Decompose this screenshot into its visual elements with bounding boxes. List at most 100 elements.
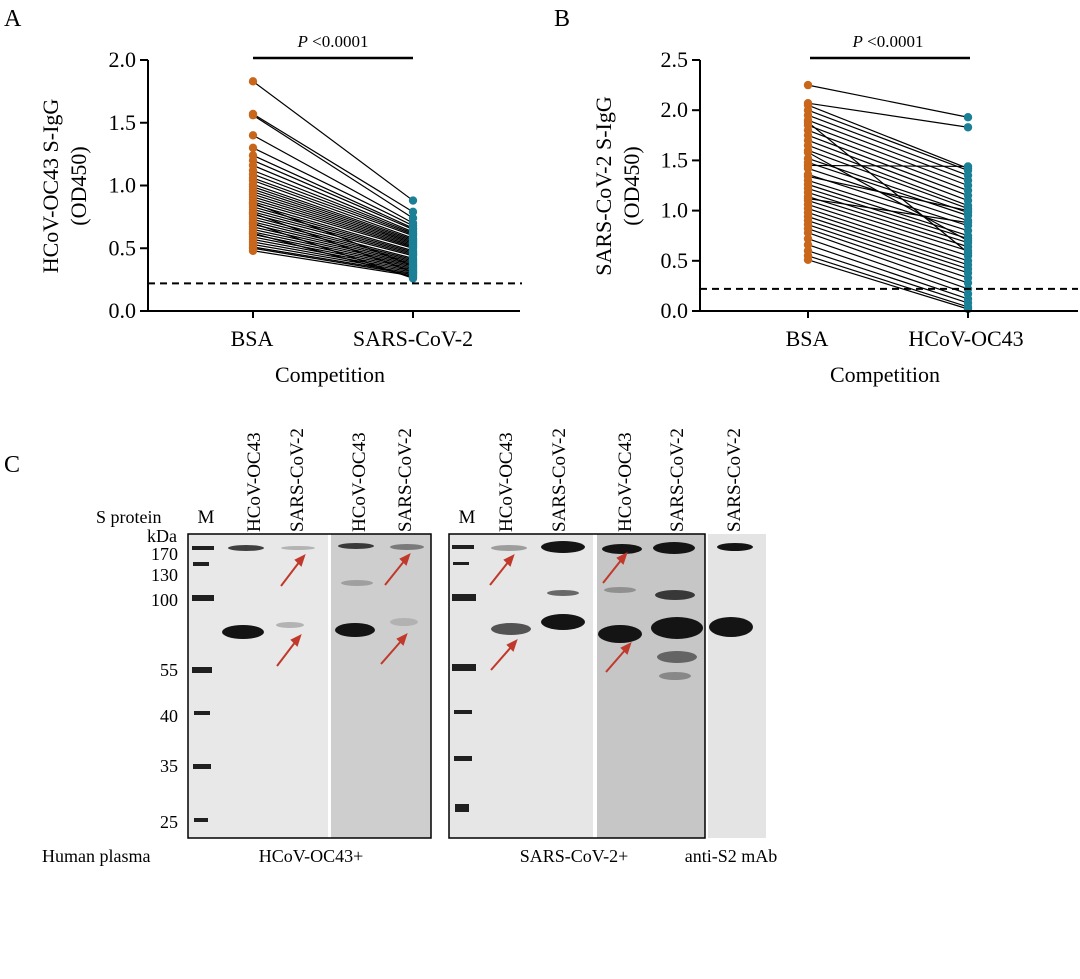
chart-b-pair-line-19 (807, 191, 969, 244)
panel-label-a: A (4, 6, 22, 32)
chart-a-point-bsa-39 (248, 246, 258, 255)
lane-label-g3-1: SARS-CoV-2 (724, 428, 745, 532)
protein-bands (222, 541, 753, 680)
chart-a-pair-line-5 (252, 154, 414, 229)
chart-a-point-bsa-3 (248, 131, 258, 140)
band-g2l2-100 (547, 590, 579, 596)
lane-label-g1-1: HCoV-OC43 (244, 432, 265, 532)
chart-a-pair-line-20 (252, 203, 414, 252)
chart-a-point-competitor-1 (408, 207, 418, 217)
chart-b: 0.0 0.5 1.0 1.5 2.0 2.5 BSA HCoV-OC43 Competi… (591, 32, 1078, 387)
chart-b-point-bsa-34 (803, 255, 813, 264)
ladder1-band-100 (192, 595, 214, 601)
chart-b-pair-line-29 (807, 232, 969, 290)
red-arrows (276, 552, 632, 673)
kda-label-40: 40 (160, 706, 178, 726)
chart-a-pair-line-9 (252, 173, 414, 236)
chart-a-pair-line-12 (252, 183, 414, 241)
chart-a-category-bsa: BSA (231, 326, 274, 351)
band-g2l3-100 (604, 587, 636, 593)
chart-b-ytick-label-4: 2.0 (661, 97, 689, 122)
chart-b-pair-line-5 (807, 119, 969, 182)
chart-b-point-bsa-0 (803, 80, 813, 90)
ladder1-band-35 (193, 764, 211, 769)
chart-b-point-competitor-38 (963, 218, 973, 227)
ladder2-band-170 (452, 545, 474, 549)
blot-membrane-3 (708, 534, 766, 838)
marker-ladder-2 (452, 545, 476, 812)
band-g3l1-80 (709, 617, 753, 637)
group-label-mab: anti-S2 mAb (685, 846, 778, 866)
chart-b-pair-line-13 (807, 161, 969, 217)
ladder1-band-55 (192, 667, 212, 673)
chart-b-pair-line-30 (807, 238, 969, 295)
chart-a: 0.0 0.5 1.0 1.5 2.0 BSA SARS-CoV-2 Competiti… (38, 32, 522, 387)
chart-b-point-bsa-30 (803, 234, 813, 243)
chart-a-point-bsa-4 (248, 143, 258, 153)
chart-a-pair-line-11 (252, 179, 414, 239)
chart-b-pair-line-11 (807, 149, 969, 210)
chart-a-pair-line-10 (252, 177, 414, 237)
ladder2-band-130 (453, 562, 469, 565)
chart-b-pair-line-39 (807, 164, 969, 168)
chart-b-p-italic: P (852, 32, 863, 51)
chart-b-pair-line-34 (807, 259, 969, 310)
lane-labels-group3: SARS-CoV-2 (724, 428, 745, 532)
lane-labels-group1: HCoV-OC43 SARS-CoV-2 HCoV-OC43 SARS-CoV-… (244, 428, 416, 532)
chart-a-pair-line-17 (252, 196, 414, 247)
chart-a-ylabel-line1: HCoV-OC43 S-IgG (38, 99, 63, 274)
band-g2l4-70 (657, 651, 697, 663)
chart-a-ylabel-line2: (OD450) (66, 146, 91, 225)
chart-a-point-bsa-41 (248, 218, 258, 228)
chart-a-pair-line-0 (252, 80, 414, 202)
group-label-oc43: HCoV-OC43+ (259, 846, 364, 866)
chart-a-pair-line-36 (252, 243, 414, 273)
chart-a-pair-line-39 (252, 250, 414, 277)
chart-b-pair-line-7 (807, 129, 969, 192)
chart-b-y-ticks: 0.0 0.5 1.0 1.5 2.0 2.5 (661, 47, 700, 323)
band-g1l2-170 (281, 546, 315, 550)
chart-a-pair-line-8 (252, 169, 414, 234)
band-g2l3-80 (598, 625, 642, 643)
chart-b-pair-line-36 (807, 151, 969, 242)
chart-a-pair-line-42 (252, 212, 414, 273)
chart-b-point-competitor-37 (963, 248, 973, 257)
chart-a-pair-line-21 (252, 206, 414, 253)
chart-b-pair-line-31 (807, 244, 969, 300)
ladder2-band-55 (452, 664, 476, 671)
chart-a-p-italic: P (297, 32, 308, 51)
plasma-row-label: Human plasma (42, 846, 150, 866)
chart-b-pair-line-24 (807, 212, 969, 266)
chart-b-pair-line-25 (807, 216, 969, 270)
arrow-icon-g1l4-170 (384, 553, 411, 586)
band-g2l3-170 (602, 544, 642, 554)
chart-b-pair-line-23 (807, 208, 969, 262)
chart-b-point-bsa-39 (803, 161, 813, 170)
kda-label-25: 25 (160, 812, 178, 832)
chart-b-pair-line-16 (807, 179, 969, 232)
arrow-icon-g1l2-170 (280, 554, 306, 587)
chart-a-point-competitor-0 (408, 196, 418, 205)
lane-label-g1-3: HCoV-OC43 (349, 432, 370, 532)
chart-b-ylabel-line2: (OD450) (619, 146, 644, 225)
kda-label-55: 55 (160, 660, 178, 680)
chart-b-pair-line-22 (807, 204, 969, 257)
chart-b-point-bsa-38 (803, 194, 813, 203)
lane-label-g2-4: SARS-CoV-2 (667, 428, 688, 532)
band-g2l4-100 (655, 590, 695, 600)
chart-a-pair-line-34 (252, 238, 414, 271)
chart-b-category-bsa: BSA (786, 326, 829, 351)
chart-a-pair-line-27 (252, 221, 414, 262)
chart-a-pair-line-18 (252, 198, 414, 248)
chart-b-ylabel-line1: SARS-CoV-2 S-IgG (591, 96, 616, 276)
arrow-icon-g2l3-80 (605, 642, 632, 673)
chart-a-pair-line-2 (252, 114, 414, 219)
arrow-icon-g1l4-80 (380, 633, 408, 665)
chart-b-points (803, 80, 973, 314)
chart-a-pair-line-13 (252, 186, 414, 242)
chart-b-ytick-label-5: 2.5 (661, 47, 689, 72)
chart-b-point-bsa-31 (803, 240, 813, 249)
chart-a-pair-line-15 (252, 191, 414, 244)
chart-b-point-competitor-1 (963, 123, 973, 132)
chart-a-pair-line-19 (252, 201, 414, 249)
